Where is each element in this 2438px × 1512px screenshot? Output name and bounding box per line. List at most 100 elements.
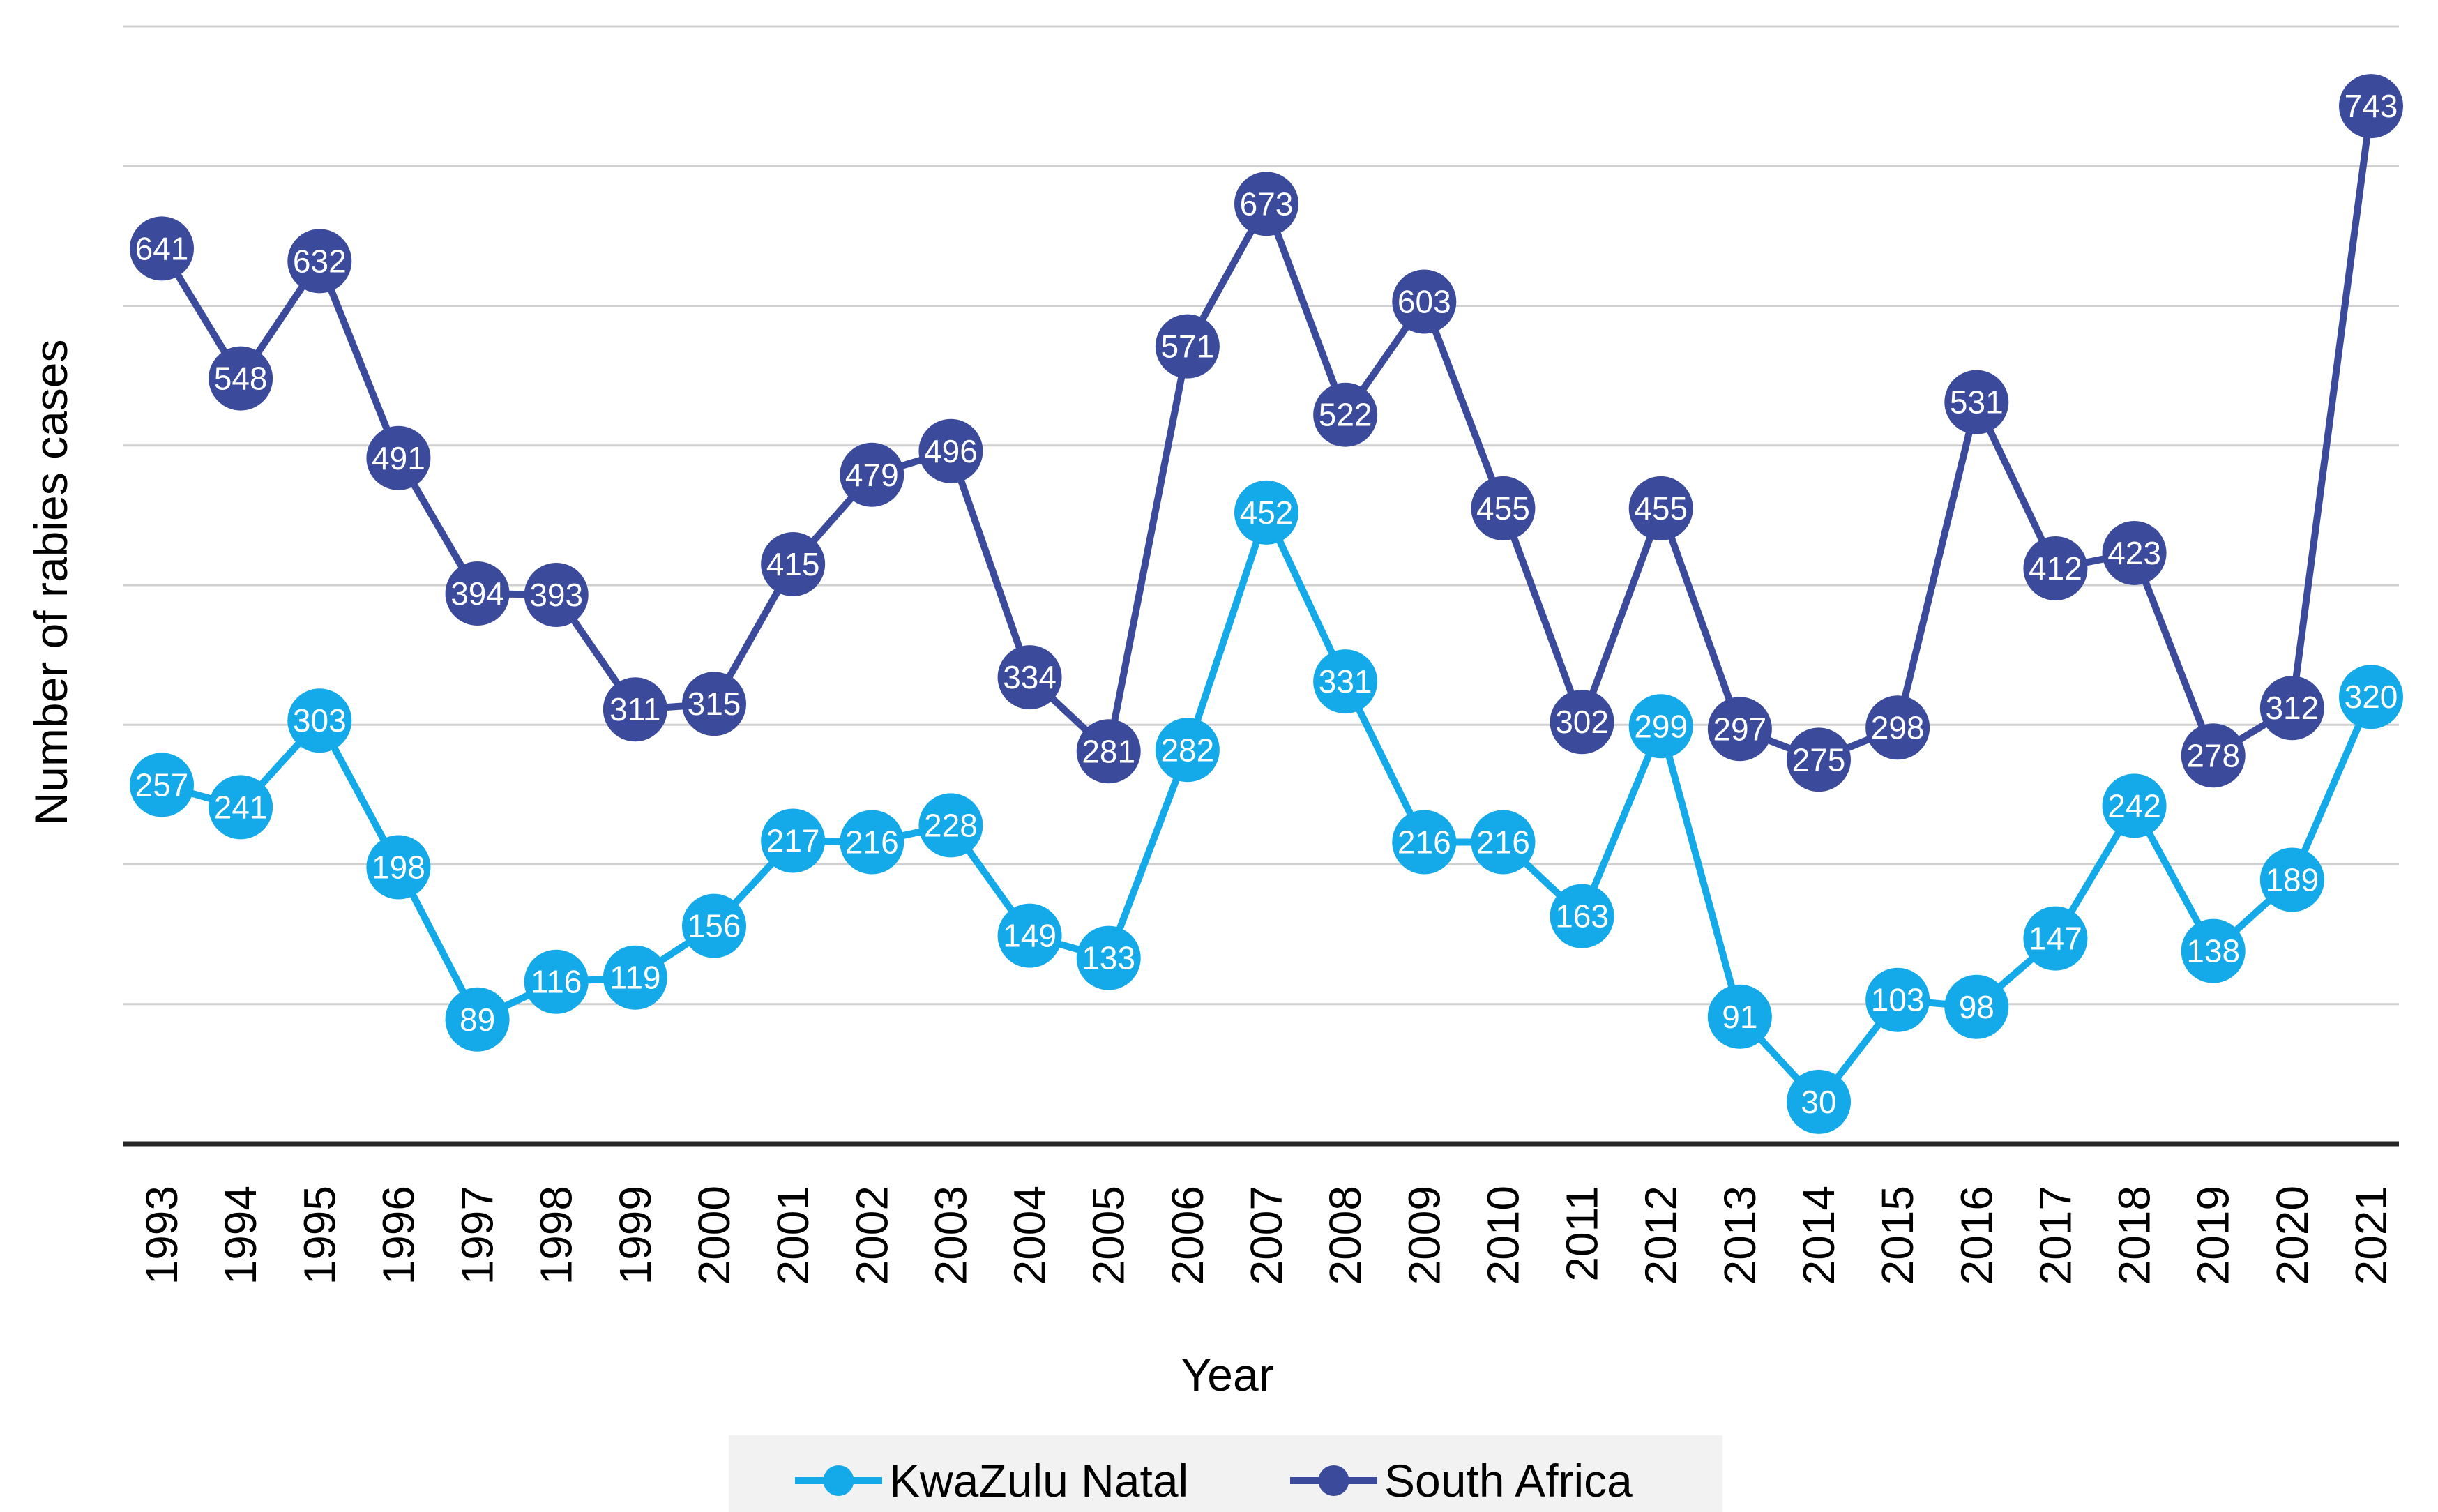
x-tick-2002: 2002 <box>847 1186 897 1285</box>
data-label-kwazulu-natal-2002: 216 <box>845 824 899 860</box>
x-tick-2000: 2000 <box>689 1186 739 1285</box>
point-south-africa-2020 <box>2259 676 2324 741</box>
x-tick-2004: 2004 <box>1005 1186 1055 1285</box>
data-label-kwazulu-natal-2008: 331 <box>1319 663 1372 700</box>
legend-background <box>729 1435 1722 1512</box>
data-label-kwazulu-natal-2019: 138 <box>2186 933 2240 969</box>
point-kwazulu-natal-2008 <box>1313 649 1378 714</box>
data-label-kwazulu-natal-1998: 116 <box>531 964 582 1000</box>
data-label-south-africa-1998: 393 <box>529 577 583 613</box>
x-tick-2021: 2021 <box>2346 1186 2396 1285</box>
point-south-africa-1994 <box>209 346 273 411</box>
x-tick-2011: 2011 <box>1557 1186 1607 1282</box>
point-kwazulu-natal-2002 <box>840 810 904 875</box>
series-layer: 257 241 303 198 89 116 119 156 217 216 228 149 133 28… <box>130 74 2403 1134</box>
x-tick-2007: 2007 <box>1241 1186 1292 1285</box>
x-tick-2020: 2020 <box>2267 1186 2317 1285</box>
point-south-africa-2018 <box>2102 520 2167 585</box>
x-tick-2001: 2001 <box>768 1186 818 1285</box>
point-kwazulu-natal-2005 <box>1076 925 1141 990</box>
point-kwazulu-natal-2006 <box>1155 718 1220 783</box>
x-tick-2015: 2015 <box>1872 1186 1923 1285</box>
point-south-africa-2019 <box>2181 723 2246 788</box>
data-label-kwazulu-natal-2018: 242 <box>2107 787 2161 824</box>
point-south-africa-2010 <box>1471 476 1536 540</box>
point-south-africa-2014 <box>1787 727 1851 792</box>
data-label-south-africa-1995: 632 <box>293 243 347 279</box>
x-tick-2014: 2014 <box>1794 1186 1844 1285</box>
point-south-africa-2007 <box>1234 172 1298 236</box>
point-south-africa-2012 <box>1628 476 1693 540</box>
point-south-africa-2011 <box>1550 690 1614 755</box>
x-tick-1997: 1997 <box>453 1186 503 1285</box>
data-label-south-africa-2018: 423 <box>2107 535 2161 571</box>
point-kwazulu-natal-2021 <box>2339 665 2403 729</box>
x-tick-2003: 2003 <box>925 1186 976 1285</box>
data-label-south-africa-2015: 298 <box>1871 709 1925 746</box>
point-south-africa-2009 <box>1392 269 1457 334</box>
legend-label-south-africa: South Africa <box>1384 1455 1633 1506</box>
point-kwazulu-natal-2007 <box>1234 480 1298 545</box>
x-tick-1994: 1994 <box>215 1186 266 1285</box>
data-label-south-africa-1993: 641 <box>135 230 189 266</box>
point-kwazulu-natal-2013 <box>1707 984 1772 1049</box>
legend: KwaZulu Natal South Africa <box>729 1435 1722 1512</box>
point-south-africa-2001 <box>761 531 826 596</box>
data-label-kwazulu-natal-2015: 103 <box>1871 982 1925 1018</box>
x-tick-1998: 1998 <box>531 1186 582 1285</box>
x-tick-2010: 2010 <box>1478 1186 1528 1285</box>
data-label-south-africa-2005: 281 <box>1082 733 1135 769</box>
point-kwazulu-natal-2004 <box>997 903 1062 968</box>
point-kwazulu-natal-1994 <box>209 775 273 840</box>
data-label-south-africa-2016: 531 <box>1950 384 2004 421</box>
data-label-south-africa-2010: 455 <box>1476 490 1530 527</box>
data-label-kwazulu-natal-2017: 147 <box>2029 921 2082 957</box>
point-south-africa-2005 <box>1076 719 1141 784</box>
point-kwazulu-natal-2017 <box>2023 906 2088 971</box>
legend-label-kwazulu-natal: KwaZulu Natal <box>889 1455 1188 1506</box>
data-label-kwazulu-natal-2000: 156 <box>688 908 741 944</box>
point-south-africa-1999 <box>603 677 667 742</box>
point-south-africa-2013 <box>1707 697 1772 762</box>
x-tick-2008: 2008 <box>1320 1186 1370 1285</box>
data-label-south-africa-1996: 491 <box>372 440 425 476</box>
point-south-africa-2017 <box>2023 536 2088 600</box>
data-label-kwazulu-natal-2004: 149 <box>1003 918 1057 954</box>
data-label-kwazulu-natal-2013: 91 <box>1722 999 1757 1035</box>
point-kwazulu-natal-1993 <box>130 753 194 817</box>
data-label-south-africa-2003: 496 <box>924 433 978 469</box>
point-south-africa-1997 <box>445 561 510 626</box>
legend-marker-kwazulu-natal <box>823 1465 854 1496</box>
data-label-south-africa-2002: 479 <box>845 457 899 493</box>
point-south-africa-2021 <box>2339 74 2403 139</box>
point-south-africa-1995 <box>287 229 352 294</box>
x-tick-2019: 2019 <box>2188 1186 2239 1285</box>
x-tick-2012: 2012 <box>1636 1186 1686 1285</box>
point-kwazulu-natal-2009 <box>1392 810 1457 875</box>
x-tick-2016: 2016 <box>1951 1186 2001 1285</box>
x-tick-2013: 2013 <box>1715 1186 1765 1285</box>
point-kwazulu-natal-2015 <box>1865 967 1930 1032</box>
x-tick-2005: 2005 <box>1084 1186 1134 1285</box>
point-kwazulu-natal-2000 <box>682 893 746 958</box>
data-label-kwazulu-natal-2014: 30 <box>1801 1084 1836 1120</box>
point-kwazulu-natal-2020 <box>2259 847 2324 912</box>
point-kwazulu-natal-2014 <box>1787 1069 1851 1134</box>
data-label-south-africa-2013: 297 <box>1713 711 1766 747</box>
data-label-kwazulu-natal-1999: 119 <box>610 960 660 996</box>
x-tick-2006: 2006 <box>1163 1186 1213 1285</box>
point-kwazulu-natal-1997 <box>445 987 510 1052</box>
point-south-africa-2008 <box>1313 382 1378 447</box>
data-label-south-africa-2021: 743 <box>2345 88 2398 124</box>
data-label-kwazulu-natal-2021: 320 <box>2345 679 2398 715</box>
point-kwazulu-natal-1998 <box>524 949 589 1014</box>
point-kwazulu-natal-2011 <box>1550 884 1614 948</box>
x-tick-2018: 2018 <box>2110 1186 2160 1285</box>
legend-marker-south-africa <box>1318 1465 1349 1496</box>
point-kwazulu-natal-2003 <box>918 793 983 858</box>
point-kwazulu-natal-1996 <box>366 835 431 900</box>
point-south-africa-2003 <box>918 418 983 483</box>
point-south-africa-2000 <box>682 672 746 736</box>
data-label-kwazulu-natal-2009: 216 <box>1398 824 1451 860</box>
point-south-africa-1998 <box>524 563 589 628</box>
